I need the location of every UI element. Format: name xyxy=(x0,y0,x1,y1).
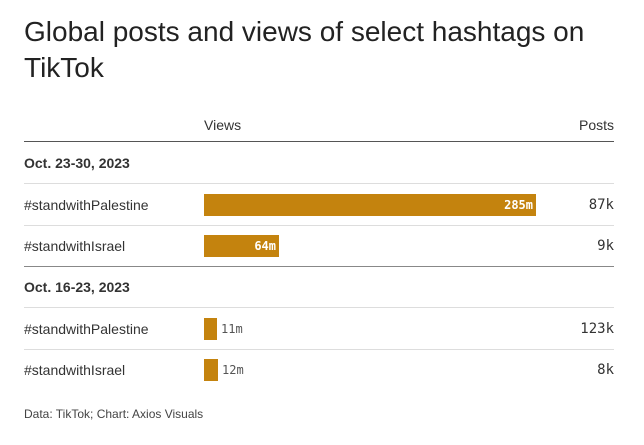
group-header-row: Oct. 23-30, 2023 xyxy=(24,143,614,184)
views-value-label: 12m xyxy=(222,363,244,377)
views-column-header: Views xyxy=(204,117,242,133)
hashtag-label: #standwithPalestine xyxy=(24,197,149,213)
posts-value: 9k xyxy=(597,238,614,254)
posts-value: 87k xyxy=(588,197,614,213)
group-header-row: Oct. 16-23, 2023 xyxy=(24,267,614,308)
source-note: Data: TikTok; Chart: Axios Visuals xyxy=(24,407,204,421)
hashtag-label: #standwithIsrael xyxy=(24,362,126,378)
table-row: #standwithPalestine 11m 123k xyxy=(24,308,614,350)
group-label: Oct. 23-30, 2023 xyxy=(24,155,130,171)
posts-value: 123k xyxy=(580,321,614,337)
views-bar xyxy=(204,194,536,216)
hashtag-label: #standwithIsrael xyxy=(24,238,126,254)
chart-title: Global posts and views of select hashtag… xyxy=(24,16,585,83)
hashtag-label: #standwithPalestine xyxy=(24,321,149,337)
column-header-row: Views Posts xyxy=(24,117,614,142)
posts-column-header: Posts xyxy=(578,117,614,133)
posts-value: 8k xyxy=(597,362,614,378)
views-bar xyxy=(204,235,279,257)
table-row: #standwithIsrael 64m 9k xyxy=(24,225,614,267)
group-label: Oct. 16-23, 2023 xyxy=(24,279,130,295)
table-row: #standwithIsrael 12m 8k xyxy=(24,349,614,390)
table-row: #standwithPalestine 285m 87k xyxy=(24,184,614,226)
views-bar xyxy=(204,318,217,340)
views-value-label: 285m xyxy=(504,198,533,212)
views-value-label: 11m xyxy=(221,322,243,336)
views-bar xyxy=(204,359,218,381)
views-value-label: 64m xyxy=(254,239,276,253)
